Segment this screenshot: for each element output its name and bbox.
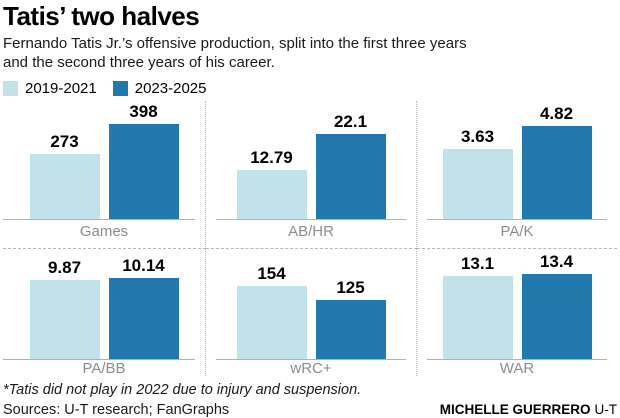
category-label: wRC+ <box>290 360 332 377</box>
bar-value-label: 13.1 <box>460 254 495 273</box>
plot-area: 3.63 4.82 <box>417 101 617 219</box>
plot-area: 13.1 13.4 <box>417 249 617 359</box>
mini-chart: 3.63 4.82 PA/K <box>417 101 617 249</box>
bar-2019-2021 <box>29 154 100 219</box>
legend-label-2023-2025: 2023-2025 <box>134 80 207 97</box>
x-axis-line <box>3 359 195 360</box>
x-axis-line <box>216 359 406 360</box>
bar-2019-2021 <box>442 149 513 219</box>
bar-column-2023-2025: 4.82 <box>521 104 592 219</box>
legend-label-2019-2021: 2019-2021 <box>25 80 97 97</box>
mini-chart: 12.79 22.1 AB/HR <box>206 101 417 249</box>
bar-value-label: 13.4 <box>539 252 574 271</box>
chart-title: Tatis’ two halves <box>3 1 200 31</box>
bar-column-2019-2021: 3.63 <box>442 127 513 219</box>
legend-swatch-2019-2021 <box>3 81 18 96</box>
legend-swatch-2023-2025 <box>112 81 128 96</box>
category-label: AB/HR <box>288 223 334 240</box>
category-label: WAR <box>499 360 535 377</box>
category-label: PA/K <box>500 223 534 240</box>
x-axis-line <box>427 219 607 220</box>
bar-column-2019-2021: 154 <box>236 264 307 359</box>
bar-column-2023-2025: 125 <box>315 278 386 359</box>
mini-chart: 13.1 13.4 WAR <box>417 249 617 376</box>
bar-value-label: 22.1 <box>333 112 368 131</box>
bar-value-label: 154 <box>257 264 286 283</box>
legend-item-2019-2021: 2019-2021 <box>3 80 97 97</box>
category-label: PA/BB <box>82 360 126 377</box>
mini-charts-grid: 273 398 Games 12.79 22.1 <box>3 101 617 376</box>
sources-line: Sources: U-T research; FanGraphs <box>3 402 230 418</box>
plot-area: 9.87 10.14 <box>3 249 205 359</box>
mini-chart: 9.87 10.14 PA/BB <box>3 249 206 376</box>
legend: 2019-2021 2023-2025 <box>3 80 617 97</box>
bar-2023-2025 <box>315 134 386 219</box>
bar-column-2019-2021: 273 <box>29 132 100 219</box>
bar-2023-2025 <box>521 274 592 359</box>
x-axis-line <box>427 359 607 360</box>
bar-2019-2021 <box>442 276 513 359</box>
legend-item-2023-2025: 2023-2025 <box>112 80 207 97</box>
bar-value-label: 4.82 <box>539 104 574 123</box>
bar-2023-2025 <box>108 124 179 219</box>
mini-chart: 273 398 Games <box>3 101 206 249</box>
plot-area: 273 398 <box>3 101 205 219</box>
bar-value-label: 10.14 <box>122 256 165 275</box>
chart-subtitle: Fernando Tatis Jr.’s offensive productio… <box>3 34 617 72</box>
bar-column-2023-2025: 22.1 <box>315 112 386 219</box>
bar-2019-2021 <box>236 170 307 219</box>
bar-value-label: 9.87 <box>47 258 82 277</box>
bar-column-2019-2021: 13.1 <box>442 254 513 359</box>
bar-column-2023-2025: 13.4 <box>521 252 592 359</box>
subtitle-line-1: Fernando Tatis Jr.’s offensive productio… <box>3 35 467 52</box>
category-label: Games <box>79 223 129 240</box>
bar-2019-2021 <box>236 286 307 359</box>
bar-column-2019-2021: 9.87 <box>29 258 100 359</box>
bar-value-label: 398 <box>129 102 158 121</box>
bar-value-label: 12.79 <box>250 148 293 167</box>
bar-value-label: 273 <box>50 132 79 151</box>
x-axis-line <box>216 219 406 220</box>
plot-area: 154 125 <box>206 249 416 359</box>
bar-column-2023-2025: 398 <box>108 102 179 219</box>
plot-area: 12.79 22.1 <box>206 101 416 219</box>
bar-2023-2025 <box>108 278 179 359</box>
bar-2023-2025 <box>315 300 386 359</box>
bar-value-label: 125 <box>336 278 365 297</box>
bar-column-2023-2025: 10.14 <box>108 256 179 359</box>
source-row: Sources: U-T research; FanGraphs MICHELL… <box>3 402 617 418</box>
bar-2019-2021 <box>29 280 100 359</box>
bar-column-2019-2021: 12.79 <box>236 148 307 219</box>
mini-chart: 154 125 wRC+ <box>206 249 417 376</box>
bar-value-label: 3.63 <box>460 127 495 146</box>
footnote: *Tatis did not play in 2022 due to injur… <box>3 382 362 398</box>
x-axis-line <box>3 219 195 220</box>
bar-2023-2025 <box>521 126 592 219</box>
subtitle-line-2: and the second three years of his career… <box>3 54 275 71</box>
